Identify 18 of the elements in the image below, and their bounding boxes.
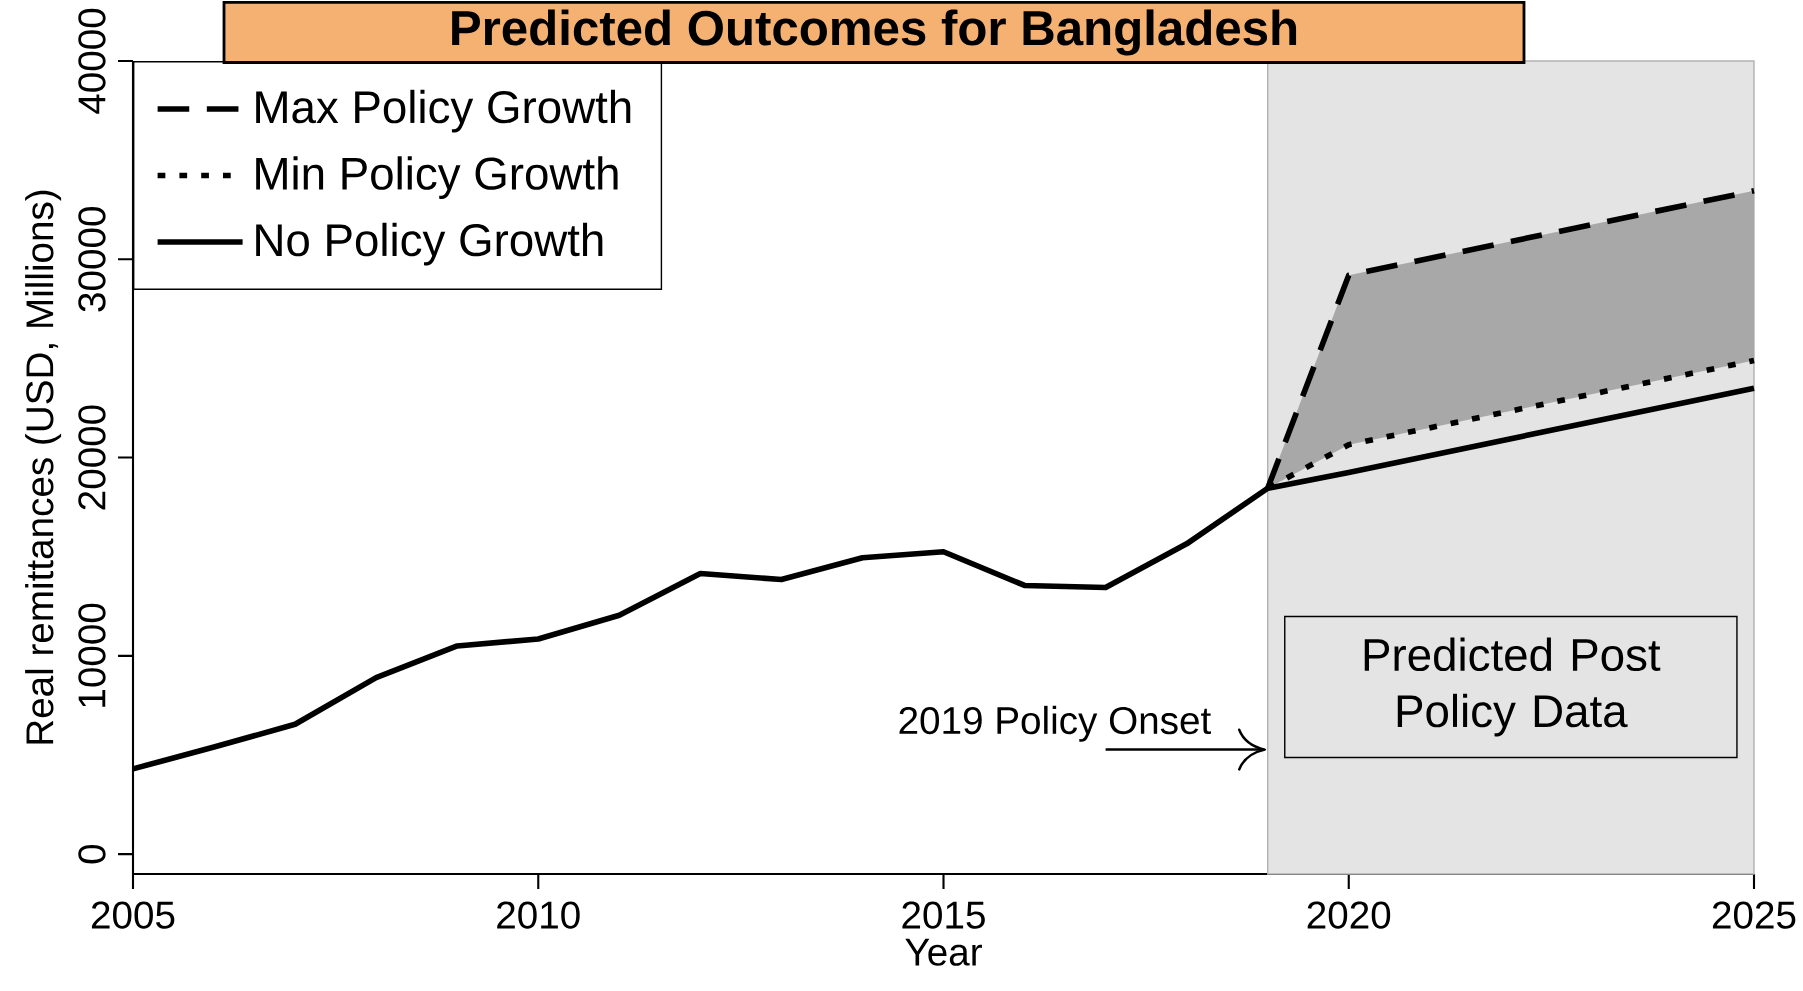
x-tick-label: 2010 bbox=[497, 901, 580, 929]
legend-label: No Policy Growth bbox=[256, 222, 603, 266]
legend-label: Max Policy Growth bbox=[256, 89, 631, 133]
band-label: Predicted Post Policy Data bbox=[1364, 637, 1661, 737]
x-tick-label: 2005 bbox=[91, 901, 175, 929]
x-tick-label: 2020 bbox=[1307, 901, 1391, 929]
x-tick-label: 2025 bbox=[1712, 901, 1796, 929]
y-tick-label: 0 bbox=[78, 844, 106, 864]
y-tick-label: 40000 bbox=[78, 8, 106, 114]
y-axis-title: Real remittances (USD, Millions) bbox=[25, 190, 62, 744]
x-tick-label: 2015 bbox=[902, 901, 985, 929]
y-tick-label: 30000 bbox=[78, 207, 106, 312]
chart-title: Predicted Outcomes for Bangladesh bbox=[452, 9, 1297, 56]
y-tick-label: 10000 bbox=[78, 603, 106, 707]
y-tick-label: 20000 bbox=[78, 405, 106, 510]
x-axis-title: Year bbox=[905, 938, 982, 966]
legend-label: Min Policy Growth bbox=[256, 156, 618, 199]
annotation: 2019 Policy Onset bbox=[899, 705, 1211, 742]
